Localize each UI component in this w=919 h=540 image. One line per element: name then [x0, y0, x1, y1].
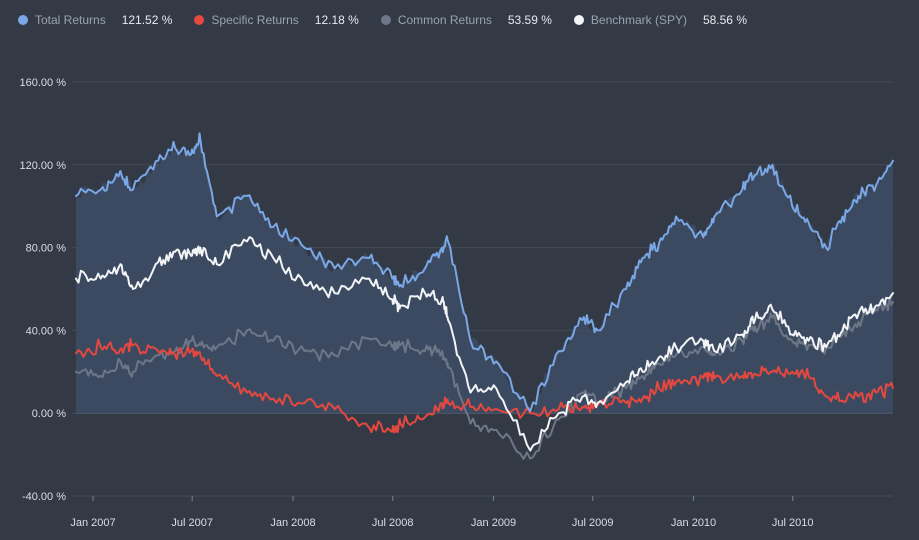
legend-item[interactable]: Specific Returns 12.18 % [194, 12, 359, 28]
legend-value: 53.59 % [507, 13, 552, 27]
x-tick-label: Jul 2010 [772, 517, 814, 529]
total-returns-area [76, 136, 893, 414]
legend-dot-icon [380, 15, 391, 25]
legend-value: 121.52 % [121, 13, 173, 27]
specific-returns-line [75, 337, 894, 434]
benchmark-spy-line [75, 236, 894, 452]
legend-dot-icon [18, 15, 28, 25]
common-returns-line [75, 296, 894, 460]
y-tick-label: -40.00 % [22, 491, 66, 503]
x-tick-label: Jan 2007 [70, 517, 115, 529]
legend-value: 12.18 % [314, 13, 359, 27]
x-tick-label: Jan 2008 [270, 517, 315, 529]
legend-item[interactable]: Total Returns 121.52 % [18, 12, 172, 28]
x-tick-label: Jan 2009 [471, 517, 516, 529]
legend: Total Returns 121.52 % Specific Returns 12.… [18, 12, 769, 28]
x-tick-label: Jul 2009 [572, 517, 614, 529]
legend-value: 58.56 % [702, 13, 747, 27]
y-tick-label: 80.00 % [26, 243, 67, 255]
x-tick-label: Jul 2007 [171, 517, 213, 529]
x-tick-label: Jan 2010 [671, 517, 716, 529]
total-returns-line [75, 132, 894, 413]
legend-label: Common Returns [397, 13, 492, 27]
legend-label: Specific Returns [211, 13, 299, 27]
y-tick-label: 120.00 % [20, 160, 67, 172]
legend-dot-icon [573, 15, 584, 25]
legend-item[interactable]: Benchmark (SPY) 58.56 % [573, 12, 747, 28]
y-tick-label: 40.00 % [26, 325, 67, 337]
y-tick-label: 0.00 % [32, 408, 66, 420]
legend-label: Total Returns [35, 13, 106, 27]
x-tick-label: Jul 2008 [372, 517, 414, 529]
legend-label: Benchmark (SPY) [590, 13, 687, 27]
legend-dot-icon [194, 15, 205, 25]
y-tick-label: 160.00 % [20, 77, 67, 89]
legend-item[interactable]: Common Returns 53.59 % [380, 12, 552, 28]
